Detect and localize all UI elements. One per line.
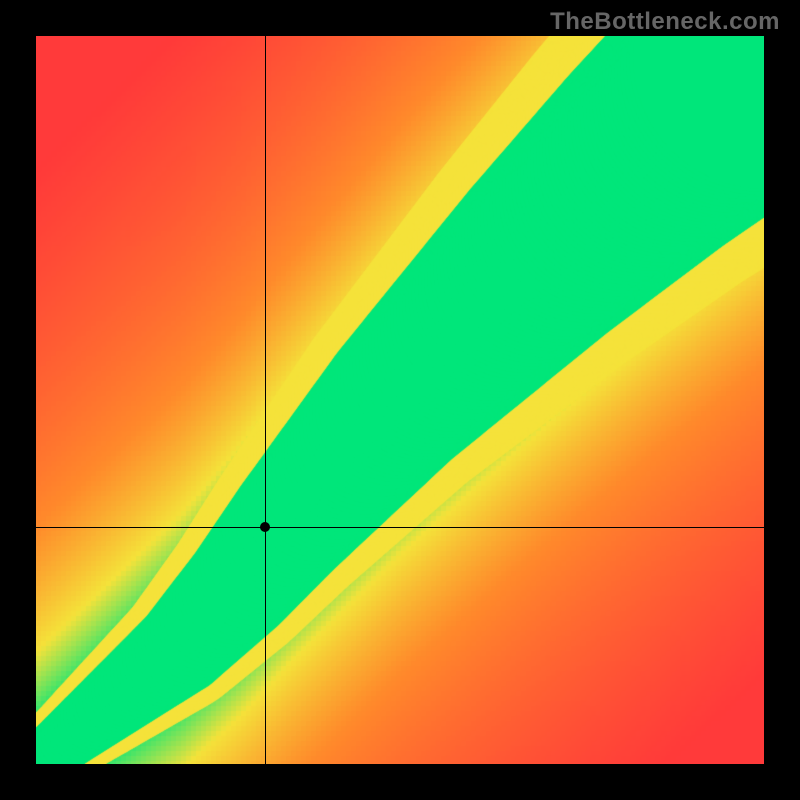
watermark-text: TheBottleneck.com — [550, 8, 780, 36]
container: TheBottleneck.com — [0, 0, 800, 800]
crosshair-vertical — [265, 36, 266, 764]
crosshair-marker — [260, 522, 270, 532]
crosshair-horizontal — [36, 527, 764, 528]
heatmap-canvas — [36, 36, 764, 764]
heatmap-plot-area — [36, 36, 764, 764]
chart-frame — [0, 0, 800, 800]
